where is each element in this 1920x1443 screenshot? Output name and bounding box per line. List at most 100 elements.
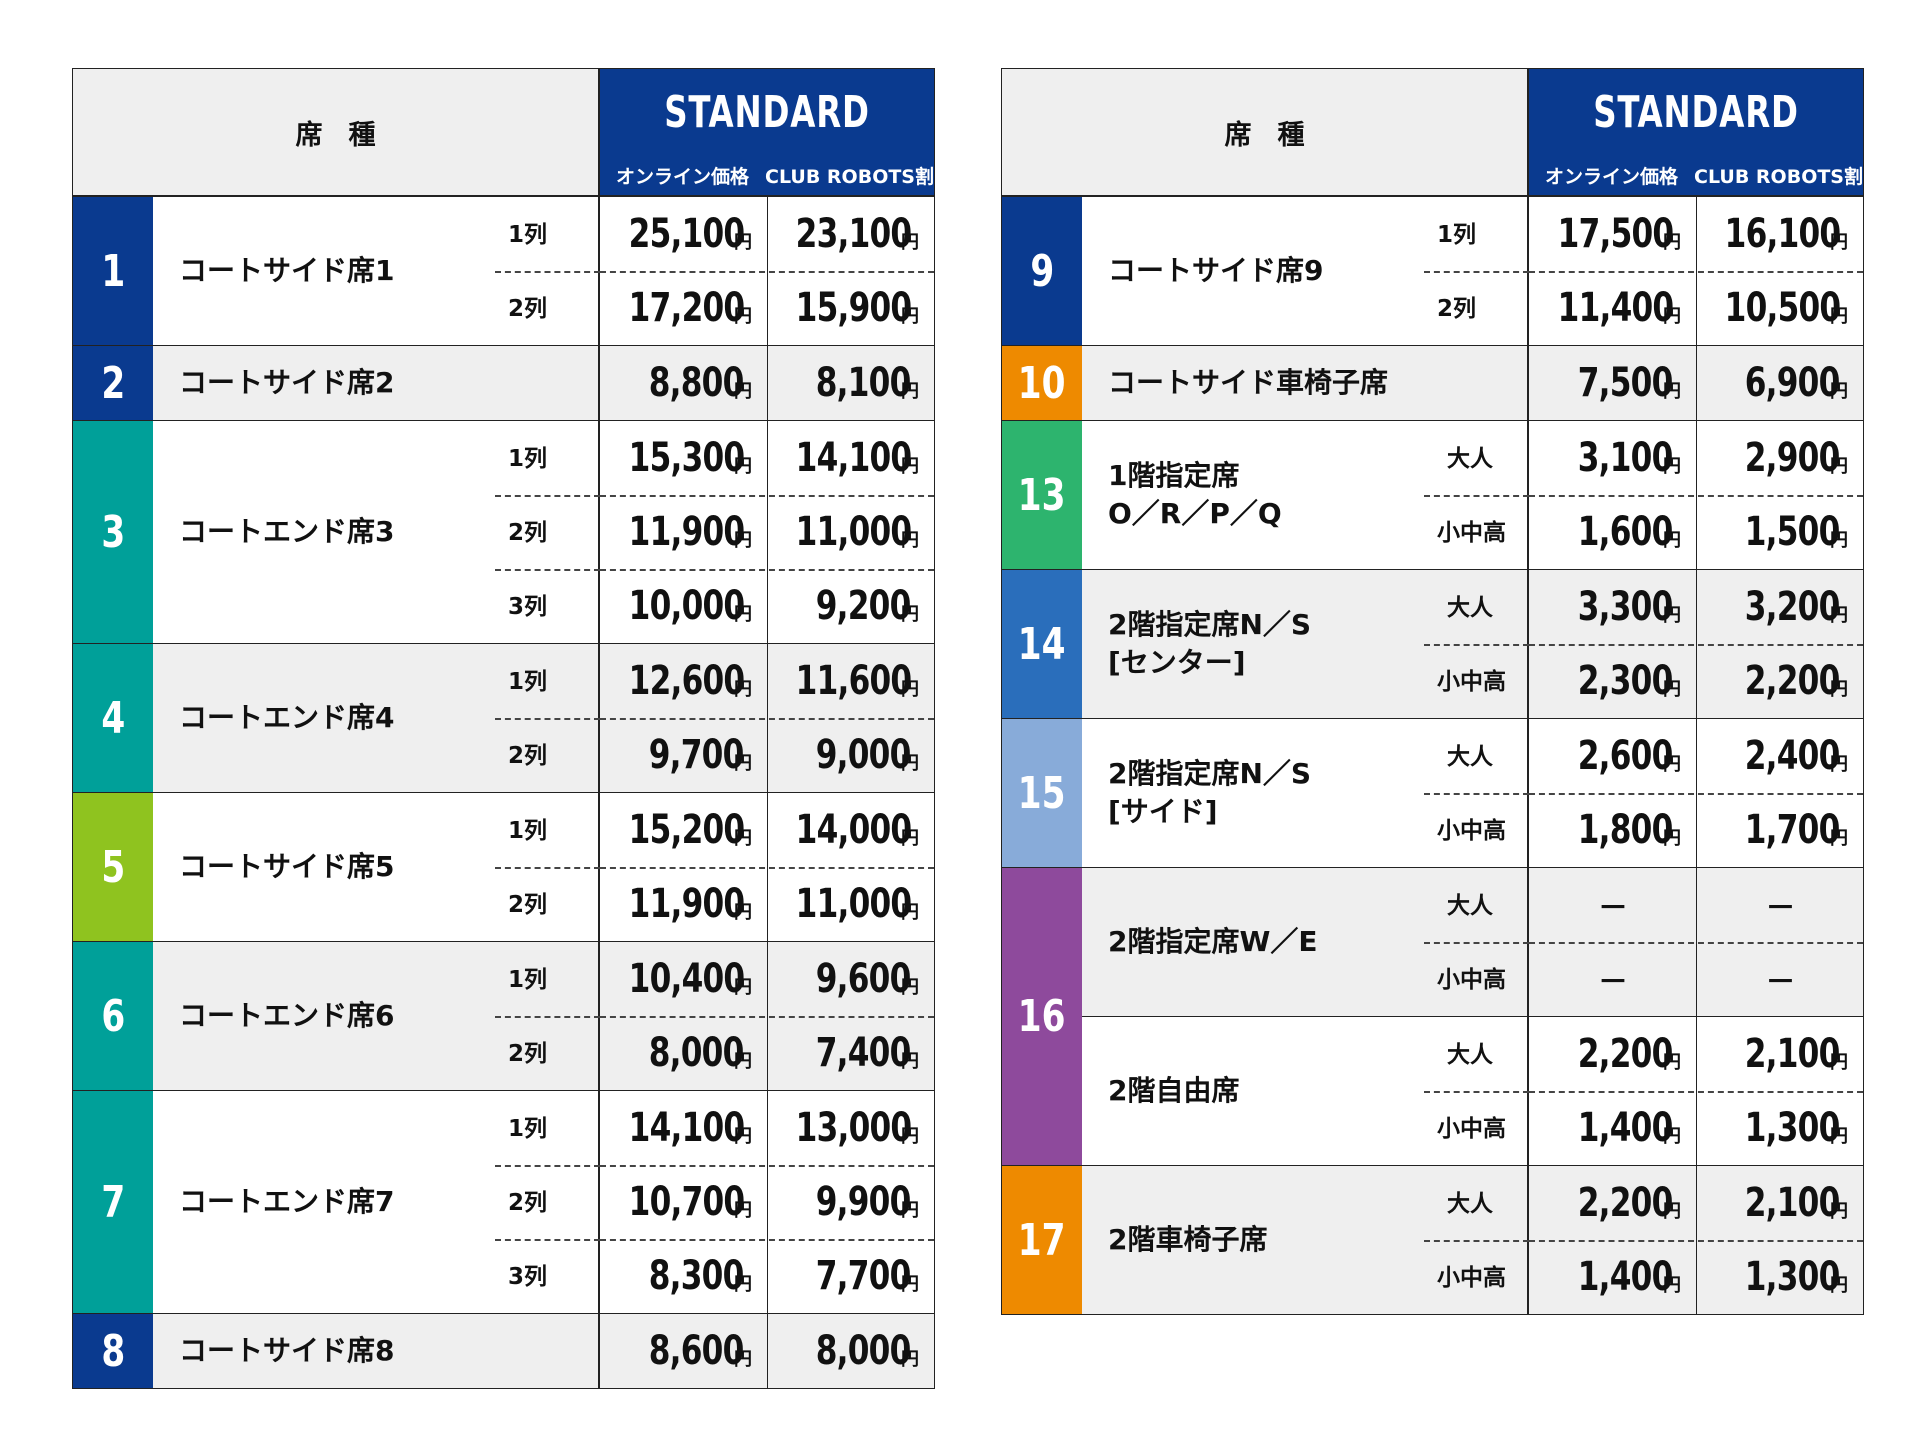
seat-name-cell: コートエンド席7 [153,1091,600,1313]
club-price: 11,000 円 [767,867,934,941]
row-label: 1列 [1437,222,1477,248]
yen-unit: 円 [1830,1275,1848,1296]
price-row: 2列 11,900 円 11,000 円 [495,495,934,569]
price-value: 11,900 [628,881,745,927]
yen-unit: 円 [901,456,919,477]
price-value: 1,300 [1745,1254,1841,1300]
seat-number-badge: 2 [73,346,153,420]
online-price: 10,400 円 [600,942,767,1016]
online-price: 9,700 円 [600,718,767,792]
online-price: 17,200 円 [600,271,767,345]
row-label: 小中高 [1437,1116,1506,1142]
price-row: 2列 17,200 円 15,900 円 [495,271,934,345]
yen-unit: 円 [1663,306,1681,327]
price-row: 3列 8,300 円 7,700 円 [495,1239,934,1313]
club-price: 2,400 円 [1696,719,1863,793]
yen-unit: 円 [901,679,919,700]
row-label: 大人 [1447,1042,1493,1068]
price-value: 17,500 [1557,211,1674,257]
price-row: 大人 2,200 円 2,100 円 [1447,1166,1863,1240]
price-row: 小中高 1,600 円 1,500 円 [1424,495,1863,569]
row-label: 小中高 [1437,669,1506,695]
seat-group: 5 コートサイド席5 1列 15,200 円 14,000 円 2列 11,900 円 11,000… [73,793,934,942]
seat-name-cell: 1階指定席 O／R／P／Q [1082,421,1529,569]
yen-unit: 円 [734,679,752,700]
club-price: 10,500 円 [1696,271,1863,345]
online-price-header: オンライン価格 [1545,165,1679,188]
seat-name-cell: コートサイド車椅子席 [1082,346,1529,420]
yen-unit: 円 [1663,1201,1681,1222]
price-value: 3,100 [1578,435,1674,481]
yen-unit: 円 [1830,1201,1848,1222]
seat-name: コートエンド席7 [179,1185,395,1218]
price-value: 15,300 [628,435,745,481]
yen-unit: 円 [734,306,752,327]
price-value: 25,100 [628,211,745,257]
seat-group: 4 コートエンド席4 1列 12,600 円 11,600 円 2列 9,700 円 9,000 円 [73,644,934,793]
seat-number-badge: 1 [73,197,153,345]
price-row: 小中高 － － [1424,942,1863,1016]
seat-number: 14 [1018,618,1066,670]
price-value: 9,600 [816,956,912,1002]
seat-name: コートサイド席2 [179,366,395,399]
online-price: 3,100 円 [1529,421,1696,495]
seat-number: 10 [1018,357,1066,409]
row-label: 1列 [508,1116,548,1142]
price-rows: 1列 10,400 円 9,600 円 2列 8,000 円 7,400 円 [495,942,934,1090]
online-price: 1,400 円 [1529,1091,1696,1165]
price-rows: 1列 17,500 円 16,100 円 2列 11,400 円 10,500 円 [1424,197,1863,345]
club-price: 9,200 円 [767,569,934,643]
row-label: 大人 [1447,744,1493,770]
row-label: 1列 [508,669,548,695]
seat-number-badge: 4 [73,644,153,792]
club-price: 1,300 円 [1696,1240,1863,1314]
price-value: 3,200 [1745,584,1841,630]
seat-subgroup: コートサイド席5 1列 15,200 円 14,000 円 2列 11,900 円 11,000 円 [153,793,934,941]
online-price: 2,200 円 [1529,1166,1696,1240]
club-price: 14,000 円 [767,793,934,867]
price-value: 8,000 [649,1030,745,1076]
price-rows: 1列 25,100 円 23,100 円 2列 17,200 円 15,900 円 [495,197,934,345]
yen-unit: 円 [734,902,752,923]
price-row: 大人 3,100 円 2,900 円 [1447,421,1863,495]
price-row: 1列 15,200 円 14,000 円 [508,793,934,867]
row-label: 2列 [508,520,548,546]
seat-number-badge: 6 [73,942,153,1090]
price-value: 11,000 [795,509,912,555]
club-price: 2,100 円 [1696,1166,1863,1240]
yen-unit: 円 [901,530,919,551]
price-row: 小中高 1,400 円 1,300 円 [1424,1091,1863,1165]
yen-unit: 円 [734,1200,752,1221]
club-price: 2,900 円 [1696,421,1863,495]
yen-unit: 円 [901,1274,919,1295]
price-rows: 7,500 円 6,900 円 [1529,346,1863,420]
standard-header: STANDARD オンライン価格 CLUB ROBOTS割 [1529,69,1863,195]
price-value: 13,000 [795,1105,912,1151]
price-value: 7,500 [1578,360,1674,406]
online-price: 11,900 円 [600,495,767,569]
seat-group: 8 コートサイド席8 8,600 円 8,000 円 [73,1314,934,1388]
row-divider [1424,1240,1529,1242]
online-price: 10,700 円 [600,1165,767,1239]
online-price: 1,400 円 [1529,1240,1696,1314]
row-label: 3列 [508,594,548,620]
row-divider [495,271,600,273]
price-row: 1列 17,500 円 16,100 円 [1437,197,1863,271]
seat-subgroup: コートサイド席2 8,800 円 8,100 円 [153,346,934,420]
club-price-header: CLUB ROBOTS割 [1694,165,1863,188]
club-price: 7,700 円 [767,1239,934,1313]
price-value: 9,900 [816,1179,912,1225]
row-label: 3列 [508,1264,548,1290]
club-price: 7,400 円 [767,1016,934,1090]
standard-header: STANDARD オンライン価格 CLUB ROBOTS割 [600,69,934,195]
row-label: 大人 [1447,595,1493,621]
seat-group-body: コートサイド席9 1列 17,500 円 16,100 円 2列 11,400 円 10,500 円 [1082,197,1863,345]
seat-group: 15 2階指定席N／S [サイド] 大人 2,600 円 2,400 円小中高 1,800 円 1,… [1002,719,1863,868]
price-value: 16,100 [1724,211,1841,257]
price-value: 2,200 [1578,1180,1674,1226]
seat-number-badge: 10 [1002,346,1082,420]
yen-unit: 円 [1830,754,1848,775]
seat-group: 7 コートエンド席7 1列 14,100 円 13,000 円 2列 10,700 円 9,900 円… [73,1091,934,1314]
seat-type-header: 席種 [73,69,600,195]
seat-number: 3 [101,506,125,558]
